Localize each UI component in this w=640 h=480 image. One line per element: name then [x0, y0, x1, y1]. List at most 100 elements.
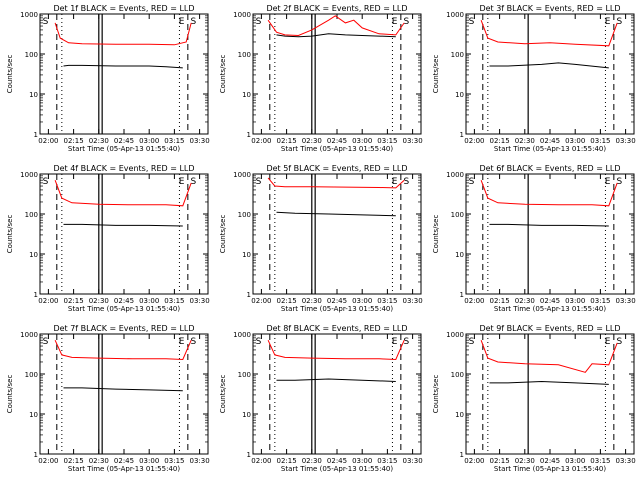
marker-annotation: S — [43, 17, 49, 27]
marker-annotation: S — [43, 177, 49, 187]
series-line-lld — [54, 22, 192, 46]
series-line-lld — [480, 20, 618, 47]
marker-annotation: S — [256, 337, 262, 347]
x-tick-label: 03:30 — [190, 457, 210, 465]
plot-frame — [465, 173, 635, 295]
y-tick-label: 1000 — [20, 11, 38, 19]
x-tick-label: 03:00 — [139, 137, 159, 145]
y-axis-label: Counts/sec — [6, 375, 14, 414]
x-tick-label: 02:15 — [490, 137, 510, 145]
x-tick-label: 03:30 — [616, 457, 636, 465]
marker-annotation: S — [404, 337, 410, 347]
x-tick-label: 02:15 — [277, 137, 297, 145]
series-line-events — [276, 211, 396, 217]
marker-annotation: E — [179, 337, 185, 347]
x-tick-label: 02:30 — [89, 297, 109, 305]
series-line-lld — [480, 340, 618, 373]
x-tick-label: 02:00 — [464, 137, 484, 145]
x-tick-label: 03:00 — [352, 297, 372, 305]
chart-title: Det 7f BLACK = Events, RED = LLD — [53, 324, 194, 333]
x-tick-label: 02:00 — [38, 297, 58, 305]
plot-frame — [39, 13, 209, 135]
x-tick-label: 02:30 — [302, 457, 322, 465]
chart-title: Det 2f BLACK = Events, RED = LLD — [266, 4, 407, 13]
marker-annotation: S — [469, 17, 475, 27]
x-tick-label: 03:30 — [616, 297, 636, 305]
x-tick-label: 03:00 — [565, 297, 585, 305]
x-tick-label: 03:15 — [377, 297, 397, 305]
marker-annotation: S — [404, 17, 410, 27]
x-tick-label: 03:15 — [590, 137, 610, 145]
x-tick-label: 02:30 — [515, 137, 535, 145]
y-axis-label: Counts/sec — [6, 55, 14, 94]
marker-annotation: S — [404, 177, 410, 187]
x-tick-label: 03:00 — [139, 457, 159, 465]
x-tick-label: 03:15 — [164, 297, 184, 305]
chart-panel: Det 2f BLACK = Events, RED = LLD 1 10 100 10… — [219, 4, 423, 153]
x-tick-label: 02:30 — [515, 297, 535, 305]
x-axis-label: Start Time (05-Apr-13 01:55:40) — [494, 145, 606, 153]
x-tick-label: 03:15 — [164, 137, 184, 145]
x-axis-label: Start Time (05-Apr-13 01:55:40) — [68, 465, 180, 473]
x-tick-label: 02:45 — [114, 137, 134, 145]
series-line-events — [276, 378, 396, 382]
x-axis-label: Start Time (05-Apr-13 01:55:40) — [68, 145, 180, 153]
series-line-lld — [54, 339, 192, 361]
x-tick-label: 03:00 — [565, 457, 585, 465]
series-line-events — [276, 33, 396, 38]
series-line-lld — [480, 180, 618, 207]
y-axis-label: Counts/sec — [219, 55, 227, 94]
x-tick-label: 03:30 — [403, 137, 423, 145]
y-tick-label: 1 — [247, 291, 251, 299]
chart-panel: Det 5f BLACK = Events, RED = LLD 1 10 100 10… — [219, 164, 423, 313]
series-line-events — [489, 380, 609, 385]
chart-title: Det 6f BLACK = Events, RED = LLD — [479, 164, 620, 173]
y-tick-label: 10 — [29, 91, 38, 99]
x-tick-label: 02:00 — [464, 457, 484, 465]
y-tick-label: 10 — [455, 411, 464, 419]
x-axis-label: Start Time (05-Apr-13 01:55:40) — [494, 465, 606, 473]
y-tick-label: 1000 — [446, 171, 464, 179]
y-tick-label: 10 — [29, 251, 38, 259]
x-tick-label: 02:45 — [114, 297, 134, 305]
x-tick-label: 02:30 — [515, 457, 535, 465]
x-tick-label: 02:15 — [64, 457, 84, 465]
marker-annotation: S — [469, 177, 475, 187]
y-axis-label: Counts/sec — [432, 215, 440, 254]
x-tick-label: 02:15 — [64, 297, 84, 305]
chart-panel: Det 7f BLACK = Events, RED = LLD 1 10 100 10… — [6, 324, 210, 473]
chart-title: Det 1f BLACK = Events, RED = LLD — [53, 4, 194, 13]
x-tick-label: 02:45 — [327, 297, 347, 305]
y-tick-label: 1 — [34, 131, 38, 139]
plot-frame — [465, 333, 635, 455]
x-axis-label: Start Time (05-Apr-13 01:55:40) — [281, 145, 393, 153]
marker-annotation: S — [256, 17, 262, 27]
marker-annotation: S — [256, 177, 262, 187]
y-tick-label: 100 — [238, 51, 251, 59]
x-tick-label: 03:00 — [352, 137, 372, 145]
series-line-lld — [267, 177, 405, 189]
y-tick-label: 10 — [455, 251, 464, 259]
x-tick-label: 02:30 — [302, 137, 322, 145]
marker-annotation: S — [191, 17, 197, 27]
chart-panel: Det 6f BLACK = Events, RED = LLD 1 10 100 10… — [432, 164, 636, 313]
series-line-events — [63, 223, 183, 227]
y-tick-label: 10 — [29, 411, 38, 419]
marker-annotation: S — [617, 337, 623, 347]
y-axis-label: Counts/sec — [219, 215, 227, 254]
marker-annotation: E — [392, 177, 398, 187]
series-line-events — [489, 223, 609, 227]
y-tick-label: 1000 — [20, 171, 38, 179]
series-line-events — [489, 62, 609, 69]
y-tick-label: 1 — [34, 451, 38, 459]
y-tick-label: 100 — [238, 371, 251, 379]
x-tick-label: 02:45 — [114, 457, 134, 465]
y-tick-label: 10 — [242, 411, 251, 419]
x-tick-label: 02:15 — [490, 457, 510, 465]
marker-annotation: E — [605, 177, 611, 187]
chart-title: Det 9f BLACK = Events, RED = LLD — [479, 324, 620, 333]
x-tick-label: 02:30 — [302, 297, 322, 305]
y-tick-label: 100 — [451, 51, 464, 59]
y-tick-label: 1000 — [233, 11, 251, 19]
x-tick-label: 03:00 — [565, 137, 585, 145]
